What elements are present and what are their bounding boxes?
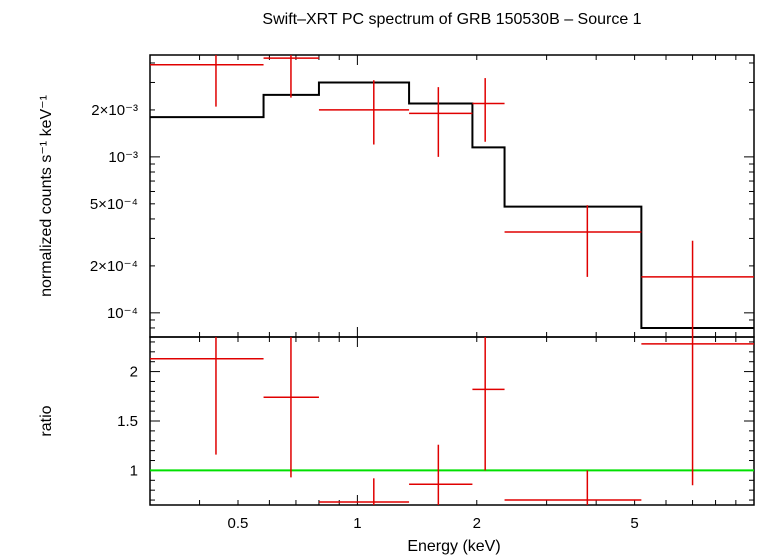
- y-tick-label-ratio: 1.5: [117, 413, 138, 430]
- chart-marks: 0.5 1 2 5 10⁻⁴ 2×10⁻⁴ 5×10⁻⁴ 10⁻³ 2×10⁻³ 1 1.5 2: [90, 54, 755, 532]
- y-axis-label-spectrum: normalized counts s⁻¹ keV⁻¹: [38, 95, 55, 297]
- model-step-line: [150, 81, 754, 329]
- x-tick-label: 5: [630, 515, 638, 532]
- x-tick-label: 0.5: [228, 515, 249, 532]
- y-tick-label-spectrum: 5×10⁻⁴: [90, 196, 138, 213]
- y-tick-label-ratio: 1: [130, 462, 138, 479]
- ratio-panel-frame: [149, 336, 755, 506]
- y-tick-label-spectrum: 2×10⁻³: [91, 102, 138, 119]
- y-tick-label-spectrum: 2×10⁻⁴: [90, 258, 138, 275]
- y-axis-label-ratio: ratio: [38, 405, 55, 436]
- x-axis-label: Energy (keV): [407, 538, 500, 555]
- y-tick-label-spectrum: 10⁻⁴: [107, 305, 138, 322]
- chart-title: Swift–XRT PC spectrum of GRB 150530B – S…: [262, 11, 641, 28]
- spectrum-panel-frame: [149, 54, 755, 338]
- y-tick-label-ratio: 2: [130, 364, 138, 381]
- y-tick-label-spectrum: 10⁻³: [108, 149, 138, 166]
- x-tick-label: 2: [473, 515, 481, 532]
- x-tick-label: 1: [353, 515, 361, 532]
